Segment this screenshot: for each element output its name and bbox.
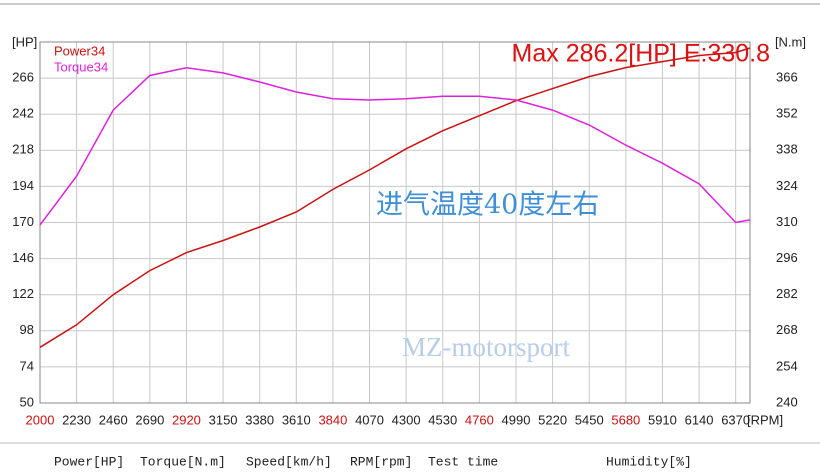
y2-tick-label: 240 (776, 394, 798, 409)
x-tick-label: 5220 (538, 412, 567, 427)
y2-tick-label: 324 (776, 178, 798, 193)
watermark: MZ-motorsport (402, 332, 570, 362)
y-tick-label: 242 (12, 106, 34, 121)
legend-entry: Torque34 (54, 59, 108, 74)
x-tick-label: 6140 (685, 412, 714, 427)
y-tick-label: 266 (12, 70, 34, 85)
x-tick-label: 4990 (502, 412, 531, 427)
y-tick-label: 170 (12, 214, 34, 229)
x-tick-label: 2920 (172, 412, 201, 427)
status-label: Humidity[%] (606, 454, 692, 469)
series-line (39, 47, 751, 348)
annotation: 进气温度40度左右 (376, 190, 599, 221)
y2-tick-label: 352 (776, 106, 798, 121)
x-tick-label: 3610 (282, 412, 311, 427)
status-label: Torque[N.m] (140, 454, 226, 469)
x-tick-label: 4530 (428, 412, 457, 427)
y2-tick-label: 366 (776, 70, 798, 85)
y-tick-label: 98 (20, 322, 34, 337)
y2-tick-label: 338 (776, 142, 798, 157)
x-tick-label: 2000 (26, 412, 55, 427)
x-tick-label: 3150 (209, 412, 238, 427)
y-tick-label: 194 (12, 178, 34, 193)
x-tick-label: 2230 (62, 412, 91, 427)
y-axis-unit: [HP] (12, 34, 37, 49)
y-tick-label: 74 (20, 358, 34, 373)
x-tick-label: 5910 (648, 412, 677, 427)
y-tick-label: 218 (12, 142, 34, 157)
y-tick-label: 122 (12, 286, 34, 301)
y-tick-label: 146 (12, 250, 34, 265)
y2-tick-label: 282 (776, 286, 798, 301)
y-tick-label: 50 (20, 394, 34, 409)
series-line (39, 67, 751, 226)
y2-tick-label: 310 (776, 214, 798, 229)
status-label: RPM[rpm] (350, 454, 412, 469)
plot-frame (39, 41, 751, 404)
x-tick-label: 3380 (245, 412, 274, 427)
x-tick-label: 5680 (611, 412, 640, 427)
legend-entry: Power34 (54, 43, 105, 58)
x-tick-label: 2460 (99, 412, 128, 427)
status-label: Test time (428, 454, 498, 469)
status-label: Speed[km/h] (246, 454, 332, 469)
x-tick-label: 4300 (392, 412, 421, 427)
status-label: Power[HP] (54, 454, 124, 469)
x-tick-label: 4070 (355, 412, 384, 427)
y2-tick-label: 268 (776, 322, 798, 337)
x-tick-label: 6370 (721, 412, 750, 427)
x-tick-label: 5450 (575, 412, 604, 427)
y2-axis-unit: [N.m] (775, 34, 806, 49)
x-tick-label: 3840 (318, 412, 347, 427)
x-axis-unit: [RPM] (747, 412, 783, 427)
x-tick-label: 4760 (465, 412, 494, 427)
y2-tick-label: 296 (776, 250, 798, 265)
status-bar: mPower[HP]Torque[N.m]Speed[km/h]RPM[rpm]… (54, 454, 692, 469)
x-tick-label: 2690 (135, 412, 164, 427)
y2-tick-label: 254 (776, 358, 798, 373)
